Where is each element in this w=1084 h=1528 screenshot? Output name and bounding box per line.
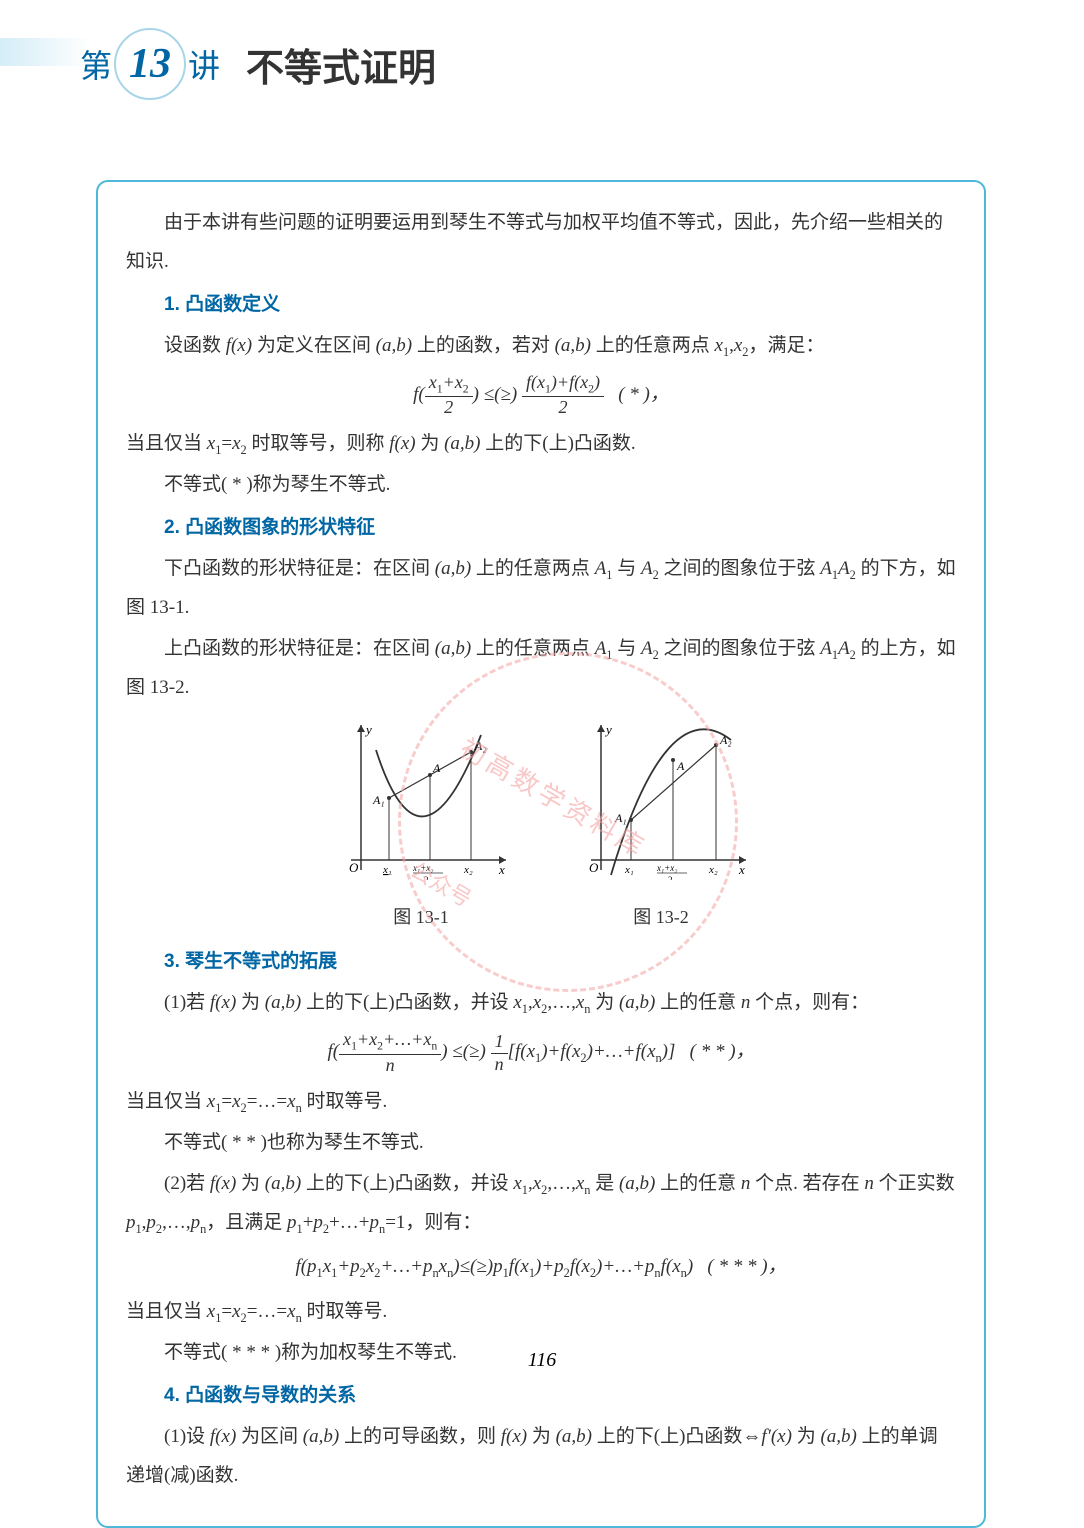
s3-p2: 当且仅当 x1=x2=…=xn 时取等号. (126, 1083, 956, 1122)
s2-p2: 上凸函数的形状特征是：在区间 (a,b) 上的任意两点 A1 与 A2 之间的图… (126, 630, 956, 708)
section-3-title: 3. 琴生不等式的拓展 (126, 943, 956, 982)
fig2-caption: 图 13-2 (571, 899, 751, 936)
s1-p3: 不等式( * )称为琴生不等式. (126, 466, 956, 505)
svg-text:A₁: A₁ (372, 793, 385, 807)
svg-text:A₂: A₂ (474, 739, 487, 753)
svg-text:x₁: x₁ (382, 864, 392, 876)
svg-text:x₁+x₂: x₁+x₂ (656, 863, 677, 873)
svg-text:x: x (498, 862, 505, 877)
s3-formula2: f(p1x1+p2x2+…+pnxn)≤(≥)p1f(x1)+p2f(x2)+…… (126, 1248, 956, 1287)
s1-formula: f(x1+x22) ≤(≥) f(x1)+f(x2)2 ( * )， (126, 372, 956, 419)
svg-text:x₁: x₁ (624, 864, 634, 876)
svg-text:x₂: x₂ (463, 864, 473, 876)
s1-p2: 当且仅当 x1=x2 时取等号，则称 f(x) 为 (a,b) 上的下(上)凸函… (126, 425, 956, 464)
s3-p3: 不等式( * * )也称为琴生不等式. (126, 1124, 956, 1163)
convex-down-svg: O y x A₁ A₂ A x₁ x₂ x₁+x₂ 2 (331, 720, 511, 880)
s3-p4: (2)若 f(x) 为 (a,b) 上的下(上)凸函数，并设 x1,x2,…,x… (126, 1165, 956, 1243)
figures-row: O y x A₁ A₂ A x₁ x₂ x₁+x₂ 2 图 13-1 (126, 720, 956, 936)
svg-text:2: 2 (668, 875, 673, 880)
svg-text:x₁+x₂: x₁+x₂ (412, 863, 433, 873)
svg-text:A₂: A₂ (719, 733, 732, 747)
header-gradient-bar (0, 38, 90, 66)
s3-p1: (1)若 f(x) 为 (a,b) 上的下(上)凸函数，并设 x1,x2,…,x… (126, 984, 956, 1023)
convex-up-svg: O y x A₁ A₂ A x₁ x₂ x₁+x₂ 2 (571, 720, 751, 880)
svg-text:y: y (364, 722, 372, 737)
s2-p1: 下凸函数的形状特征是：在区间 (a,b) 上的任意两点 A1 与 A2 之间的图… (126, 550, 956, 628)
figure-13-1: O y x A₁ A₂ A x₁ x₂ x₁+x₂ 2 图 13-1 (331, 720, 511, 936)
chapter-number: 13 (129, 40, 171, 88)
page-number: 116 (0, 1349, 1084, 1372)
s3-p5: 当且仅当 x1=x2=…=xn 时取等号. (126, 1293, 956, 1332)
chapter-header: 第 13 讲 不等式证明 (80, 28, 436, 100)
svg-text:O: O (589, 860, 599, 875)
section-1-title: 1. 凸函数定义 (126, 286, 956, 325)
svg-text:y: y (604, 722, 612, 737)
content-box: 由于本讲有些问题的证明要运用到琴生不等式与加权平均值不等式，因此，先介绍一些相关… (96, 180, 986, 1528)
chapter-title: 不等式证明 (246, 37, 436, 92)
fig1-caption: 图 13-1 (331, 899, 511, 936)
section-4-title: 4. 凸函数与导数的关系 (126, 1377, 956, 1416)
chapter-jiang: 讲 (188, 41, 220, 87)
s1-p1: 设函数 f(x) 为定义在区间 (a,b) 上的函数，若对 (a,b) 上的任意… (126, 327, 956, 366)
svg-text:O: O (349, 860, 359, 875)
svg-text:2: 2 (424, 875, 429, 880)
chapter-di: 第 (80, 41, 112, 87)
svg-text:A: A (676, 759, 685, 773)
s3-formula1: f(x1+x2+…+xnn) ≤(≥) 1n[f(x1)+f(x2)+…+f(x… (126, 1029, 956, 1076)
section-2-title: 2. 凸函数图象的形状特征 (126, 509, 956, 548)
svg-text:x₂: x₂ (708, 864, 718, 876)
chapter-number-circle: 13 (114, 28, 186, 100)
svg-text:A: A (432, 761, 441, 775)
intro-paragraph: 由于本讲有些问题的证明要运用到琴生不等式与加权平均值不等式，因此，先介绍一些相关… (126, 204, 956, 282)
svg-text:A₁: A₁ (614, 811, 627, 825)
chapter-label: 第 13 讲 (80, 28, 220, 100)
figure-13-2: O y x A₁ A₂ A x₁ x₂ x₁+x₂ 2 图 13-2 (571, 720, 751, 936)
svg-text:x: x (738, 862, 745, 877)
s4-p1: (1)设 f(x) 为区间 (a,b) 上的可导函数，则 f(x) 为 (a,b… (126, 1418, 956, 1496)
